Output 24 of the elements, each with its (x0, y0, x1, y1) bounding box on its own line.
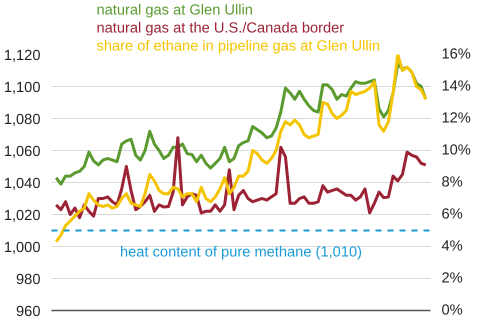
line-series (54, 136, 428, 220)
y2-tick-label: 2% (442, 270, 463, 286)
y2-tick-label: 16% (442, 46, 471, 62)
y-tick-label: 1,000 (4, 240, 41, 256)
y-tick-label: 960 (16, 304, 41, 320)
y2-tick-label: 8% (442, 174, 463, 190)
line-series (54, 54, 428, 244)
text: natural gas at the U.S./Canada border (96, 20, 344, 36)
y2-tick-label: 12% (442, 110, 471, 126)
y-tick-label: 1,120 (4, 48, 41, 64)
ref-line-label: heat content of pure methane (1,010) (120, 244, 362, 260)
y2-tick-label: 0% (442, 302, 463, 318)
y-tick-label: 1,020 (4, 208, 41, 224)
y-tick-label: 1,080 (4, 112, 41, 128)
y2-tick-label: 4% (442, 238, 463, 254)
y2-tick-label: 10% (442, 142, 471, 158)
text: natural gas at Glen Ullin (96, 2, 253, 18)
y-tick-label: 1,100 (4, 80, 41, 96)
y-tick-label: 980 (16, 272, 41, 288)
y2-tick-label: 14% (442, 78, 471, 94)
y-tick-label: 1,040 (4, 176, 41, 192)
y2-tick-label: 6% (442, 206, 463, 222)
y-tick-label: 1,060 (4, 144, 41, 160)
series-label: share of ethane in pipeline gas at Glen Ullin (96, 38, 380, 54)
